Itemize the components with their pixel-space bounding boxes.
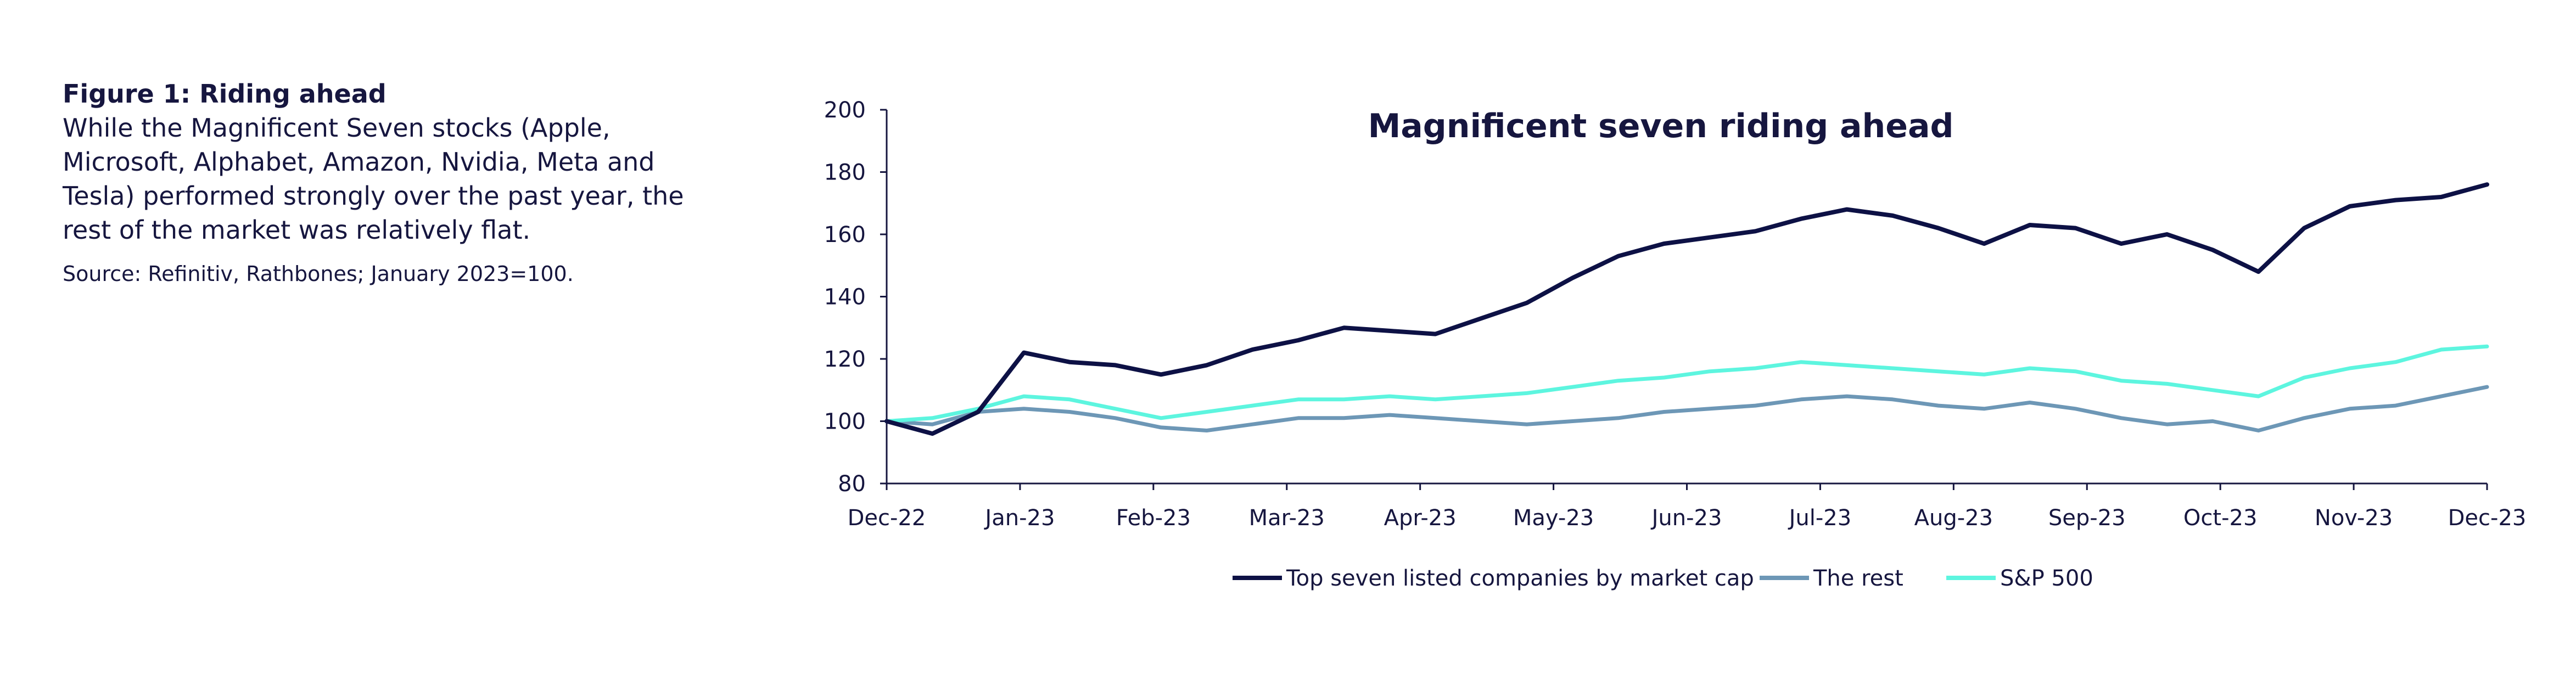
legend-label: Top seven listed companies by market cap xyxy=(1286,566,1754,591)
y-tick-label: 140 xyxy=(824,285,866,310)
figure-title: Figure 1: Riding ahead xyxy=(63,79,387,109)
y-tick-label: 120 xyxy=(824,347,866,372)
x-tick-label: Oct-23 xyxy=(2183,505,2258,531)
y-tick-label: 160 xyxy=(824,222,866,248)
x-tick-label: Nov-23 xyxy=(2315,505,2393,531)
x-tick-label: Mar-23 xyxy=(1249,505,1325,531)
series-line-0 xyxy=(884,182,2489,436)
x-tick-label: Jul-23 xyxy=(1788,505,1852,531)
y-tick-label: 200 xyxy=(824,98,866,123)
x-tick-label: Sep-23 xyxy=(2048,505,2126,531)
legend-label: The rest xyxy=(1813,566,1903,591)
y-tick-label: 80 xyxy=(838,471,866,497)
legend-item-2: S&P 500 xyxy=(1946,566,2093,591)
legend-label: S&P 500 xyxy=(2000,566,2093,591)
x-tick-label: Jun-23 xyxy=(1650,505,1722,531)
x-tick-label: Apr-23 xyxy=(1384,505,1457,531)
figure-text-block: Figure 1: Riding ahead While the Magnifi… xyxy=(63,77,694,289)
x-tick-label: May-23 xyxy=(1513,505,1594,531)
x-tick-label: Aug-23 xyxy=(1914,505,1993,531)
chart-title: Magnificent seven riding ahead xyxy=(1368,107,1954,145)
legend-item-0: Top seven listed companies by market cap xyxy=(1233,566,1754,591)
series-line-2 xyxy=(884,344,2489,423)
x-tick-label: Dec-22 xyxy=(848,505,926,531)
chart-legend: Top seven listed companies by market cap… xyxy=(1233,566,2093,591)
x-tick-label: Dec-23 xyxy=(2448,505,2527,531)
series-line-1 xyxy=(884,385,2489,432)
chart-axes: 80 100 120 140 160 180 200 Dec-22 Jan-23 Feb-23 Ma… xyxy=(824,98,2527,531)
legend-item-1: The rest xyxy=(1760,566,1903,591)
y-tick-label: 180 xyxy=(824,160,866,185)
x-tick-label: Jan-23 xyxy=(983,505,1055,531)
chart-series-lines xyxy=(884,182,2489,436)
figure-caption: While the Magnificent Seven stocks (Appl… xyxy=(63,113,684,245)
x-tick-label: Feb-23 xyxy=(1116,505,1191,531)
y-tick-label: 100 xyxy=(824,409,866,435)
figure-source: Source: Refinitiv, Rathbones; January 20… xyxy=(63,262,574,286)
